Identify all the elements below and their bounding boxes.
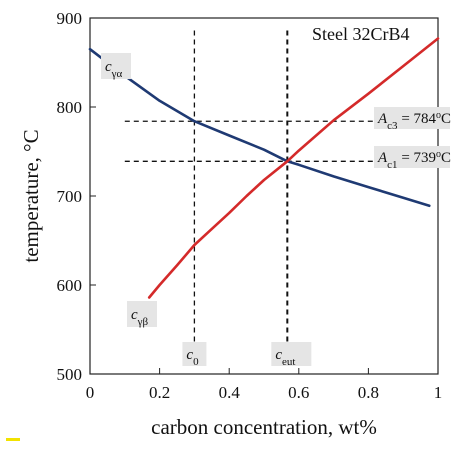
x-tick-label: 0.8 [358, 383, 379, 402]
corner-mark [6, 438, 20, 441]
x-tick-label: 0.4 [219, 383, 241, 402]
x-tick-label: 1 [434, 383, 443, 402]
label-ac1: Ac1 = 739oC [377, 149, 451, 172]
y-tick-label: 600 [57, 276, 83, 295]
chart-title: Steel 32CrB4 [312, 24, 410, 44]
series-line [88, 47, 431, 208]
axis-ticks: 0 0.2 0.4 0.6 0.8 1 500 600 700 800 900 [57, 9, 443, 402]
curve-label-gamma-beta-box [127, 301, 157, 327]
y-axis-title: temperature, °C [19, 129, 43, 262]
annotations: cγα cγβ Ac3 = 784oC Ac1 = 739oC c0 ceut [101, 53, 451, 368]
y-tick-label: 900 [57, 9, 83, 28]
label-c0-box [182, 342, 207, 366]
label-ceut: ceut [275, 347, 295, 368]
x-tick-label: 0 [86, 383, 95, 402]
series-line [147, 37, 440, 299]
x-tick-label: 0.2 [149, 383, 170, 402]
series-lines [88, 37, 440, 299]
label-ac3: Ac3 = 784oC [377, 110, 451, 133]
label-c0: c0 [186, 347, 199, 368]
curve-label-gamma-alpha: cγα [105, 59, 123, 80]
curve-label-gamma-alpha-box [101, 53, 131, 79]
label-ac1-box [374, 146, 450, 168]
y-tick-label: 800 [57, 98, 83, 117]
x-tick-label: 0.6 [288, 383, 309, 402]
y-tick-label: 700 [57, 187, 83, 206]
label-ac3-box [374, 107, 450, 129]
reference-lines [124, 30, 414, 348]
label-ceut-box [271, 342, 312, 366]
y-tick-label: 500 [57, 365, 83, 384]
curve-label-gamma-beta: cγβ [131, 307, 149, 328]
x-axis-title: carbon concentration, wt% [151, 415, 377, 439]
